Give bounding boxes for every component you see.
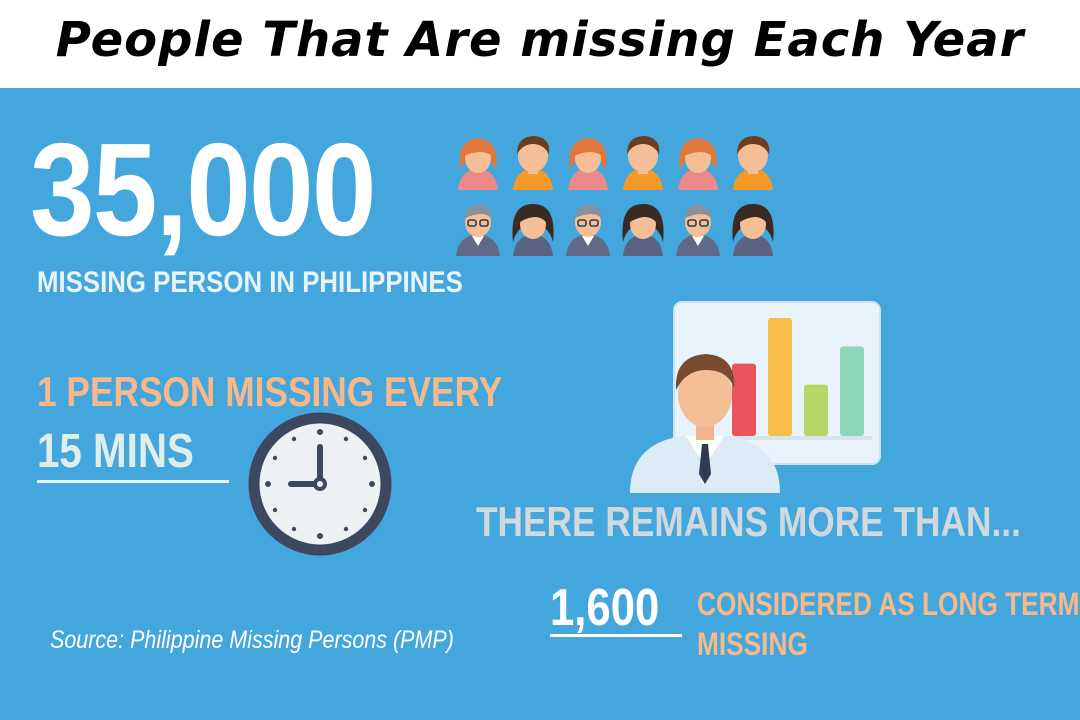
long-term-underline [550, 634, 682, 637]
presenter-bar [732, 363, 756, 436]
frequency-interval: 15 MINS [37, 425, 194, 478]
clock-icon [248, 412, 392, 556]
woman-avatar-icon [568, 138, 608, 190]
presenter-bar [840, 346, 864, 436]
presenter-bar [804, 384, 828, 436]
presenter-bars [732, 318, 864, 436]
woman-dark-hair-avatar-icon [512, 204, 554, 256]
woman-avatar-icon [678, 138, 718, 190]
frequency-text: 1 PERSON MISSING EVERY [37, 368, 503, 415]
long-term-label-line-2: MISSING [697, 626, 808, 662]
title-bar: People That Are missing Each Year [0, 0, 1080, 88]
people-avatars-grid [452, 130, 788, 262]
man-avatar-icon [733, 136, 773, 190]
woman-dark-hair-avatar-icon [622, 204, 664, 256]
infographic-panel: 35,000 MISSING PERSON IN PHILIPPINES 1 P… [0, 88, 1080, 720]
total-missing-label: MISSING PERSON IN PHILIPPINES [37, 266, 463, 299]
woman-avatar-icon [458, 138, 498, 190]
presenter-with-bar-chart-icon [630, 301, 881, 493]
page-title: People That Are missing Each Year [55, 12, 1025, 68]
long-term-missing-number: 1,600 [550, 579, 660, 637]
man-avatar-icon [513, 136, 553, 190]
remains-text: THERE REMAINS MORE THAN... [476, 498, 1021, 545]
source-citation: Source: Philippine Missing Persons (PMP) [50, 626, 454, 654]
man-glasses-avatar-icon [566, 204, 610, 256]
woman-dark-hair-avatar-icon [732, 204, 774, 256]
frequency-underline [37, 480, 229, 483]
man-avatar-icon [623, 136, 663, 190]
man-glasses-avatar-icon [676, 204, 720, 256]
presenter-bar [768, 318, 792, 436]
man-glasses-avatar-icon [456, 204, 500, 256]
total-missing-number: 35,000 [30, 116, 376, 263]
long-term-label-line-1: CONSIDERED AS LONG TERM [697, 586, 1080, 622]
